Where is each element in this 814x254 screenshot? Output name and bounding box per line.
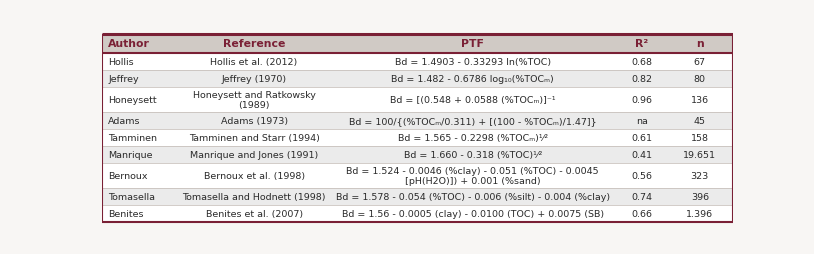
Text: na: na (636, 117, 648, 126)
Text: Manrique and Jones (1991): Manrique and Jones (1991) (190, 150, 318, 160)
Text: 0.68: 0.68 (632, 58, 652, 67)
Text: Bd = 1.56 - 0.0005 (clay) - 0.0100 (TOC) + 0.0075 (SB): Bd = 1.56 - 0.0005 (clay) - 0.0100 (TOC)… (342, 209, 604, 218)
Text: Bd = 1.482 - 0.6786 log₁₀(%TOCₘ): Bd = 1.482 - 0.6786 log₁₀(%TOCₘ) (392, 75, 554, 84)
Text: 158: 158 (691, 134, 709, 142)
Text: Benites: Benites (108, 209, 143, 218)
Text: 323: 323 (690, 171, 709, 180)
Text: 0.82: 0.82 (632, 75, 652, 84)
Text: Author: Author (108, 39, 150, 49)
Text: Hollis et al. (2012): Hollis et al. (2012) (211, 58, 298, 67)
Text: R²: R² (635, 39, 649, 49)
Text: Manrique: Manrique (108, 150, 152, 160)
Text: Hollis: Hollis (108, 58, 133, 67)
Text: Adams: Adams (108, 117, 141, 126)
Text: 396: 396 (691, 192, 709, 201)
Text: 0.96: 0.96 (632, 96, 652, 105)
Text: Bd = [(0.548 + 0.0588 (%TOCₘ)]⁻¹: Bd = [(0.548 + 0.0588 (%TOCₘ)]⁻¹ (390, 96, 555, 105)
Text: Bd = 1.565 - 0.2298 (%TOCₘ)¹⁄²: Bd = 1.565 - 0.2298 (%TOCₘ)¹⁄² (397, 134, 548, 142)
Bar (102, 71, 733, 88)
Text: 45: 45 (694, 117, 706, 126)
Text: Honeysett: Honeysett (108, 96, 156, 105)
Text: 0.41: 0.41 (632, 150, 652, 160)
Text: Tamminen: Tamminen (108, 134, 157, 142)
Text: Bd = 1.524 - 0.0046 (%clay) - 0.051 (%TOC) - 0.0045: Bd = 1.524 - 0.0046 (%clay) - 0.051 (%TO… (347, 167, 599, 176)
Text: Jeffrey (1970): Jeffrey (1970) (221, 75, 287, 84)
Bar (102, 54, 733, 71)
Bar (102, 34, 733, 54)
Bar (102, 147, 733, 163)
Bar (102, 163, 733, 188)
Text: Reference: Reference (223, 39, 285, 49)
Text: 0.61: 0.61 (632, 134, 652, 142)
Text: Tomasella and Hodnett (1998): Tomasella and Hodnett (1998) (182, 192, 326, 201)
Text: Bernoux: Bernoux (108, 171, 147, 180)
Text: Adams (1973): Adams (1973) (221, 117, 287, 126)
Bar (102, 130, 733, 147)
Text: Bd = 1.660 - 0.318 (%TOC)¹⁄²: Bd = 1.660 - 0.318 (%TOC)¹⁄² (404, 150, 542, 160)
Text: 19.651: 19.651 (683, 150, 716, 160)
Text: Jeffrey: Jeffrey (108, 75, 138, 84)
Text: Tamminen and Starr (1994): Tamminen and Starr (1994) (189, 134, 320, 142)
Text: 136: 136 (691, 96, 709, 105)
Bar (102, 188, 733, 205)
Text: 0.74: 0.74 (632, 192, 652, 201)
Text: 80: 80 (694, 75, 706, 84)
Text: [pH(H2O)]) + 0.001 (%sand): [pH(H2O)]) + 0.001 (%sand) (405, 176, 540, 185)
Bar (102, 205, 733, 222)
Text: (1989): (1989) (239, 101, 270, 109)
Text: PTF: PTF (462, 39, 484, 49)
Text: Bd = 1.578 - 0.054 (%TOC) - 0.006 (%silt) - 0.004 (%clay): Bd = 1.578 - 0.054 (%TOC) - 0.006 (%silt… (335, 192, 610, 201)
Bar (102, 113, 733, 130)
Text: 1.396: 1.396 (686, 209, 713, 218)
Text: Tomasella: Tomasella (108, 192, 155, 201)
Bar (102, 88, 733, 113)
Text: 67: 67 (694, 58, 706, 67)
Text: 0.66: 0.66 (632, 209, 652, 218)
Text: Honeysett and Ratkowsky: Honeysett and Ratkowsky (193, 91, 316, 100)
Text: Bd = 100/{(%TOCₘ/0.311) + [(100 - %TOCₘ)/1.47]}: Bd = 100/{(%TOCₘ/0.311) + [(100 - %TOCₘ)… (349, 117, 597, 126)
Text: Benites et al. (2007): Benites et al. (2007) (206, 209, 303, 218)
Text: 0.56: 0.56 (632, 171, 652, 180)
Text: Bernoux et al. (1998): Bernoux et al. (1998) (204, 171, 304, 180)
Text: n: n (696, 39, 703, 49)
Text: Bd = 1.4903 - 0.33293 ln(%TOC): Bd = 1.4903 - 0.33293 ln(%TOC) (395, 58, 551, 67)
